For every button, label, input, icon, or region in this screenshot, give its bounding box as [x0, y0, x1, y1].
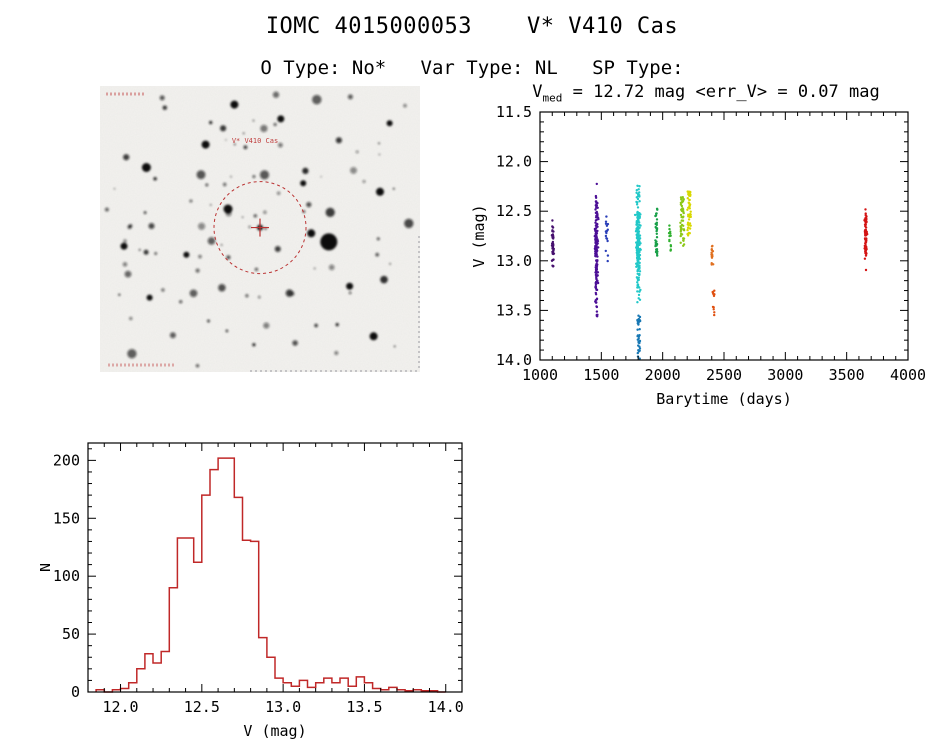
x-tick-label: 13.5 — [346, 698, 382, 716]
scatter-cluster — [604, 215, 610, 263]
page-title: IOMC 4015000053 V* V410 Cas — [265, 14, 679, 39]
y-tick-label: 12.5 — [496, 202, 532, 220]
histogram-plot: 12.0 12.5 13.0 13.5 14.0 0 50 100 150 200 V (mag) N — [36, 442, 464, 740]
y-tick-label: 50 — [62, 625, 80, 643]
star-field — [104, 91, 414, 368]
y-tick-label: 13.5 — [496, 301, 532, 319]
x-axis-label: V (mag) — [243, 722, 306, 740]
scatter-cluster — [550, 219, 556, 268]
y-tick-label: 13.0 — [496, 252, 532, 270]
y-tick-label: 0 — [71, 683, 80, 701]
x-tick-label: 14.0 — [428, 698, 464, 716]
light-curve-panel: Vmed = 12.72 mag <err_V> = 0.07 mag 1000… — [468, 82, 944, 418]
x-tick-label: 3000 — [767, 366, 803, 384]
x-tick-label: 13.0 — [265, 698, 301, 716]
target-crosshair — [251, 218, 269, 237]
y-axis-label: V (mag) — [470, 204, 488, 267]
x-tick-label: 1000 — [522, 366, 558, 384]
axis-ticks — [87, 443, 463, 693]
y-tick-label: 14.0 — [496, 351, 532, 369]
target-circle — [213, 181, 307, 275]
histogram-steps — [95, 457, 446, 693]
scatter-cluster — [593, 182, 600, 318]
vmed-subscript: med — [542, 91, 563, 105]
x-tick-label: 4000 — [890, 366, 926, 384]
x-tick-label: 2000 — [645, 366, 681, 384]
histogram-panel: 12.0 12.5 13.0 13.5 14.0 0 50 100 150 200 V (mag) N — [36, 432, 480, 747]
light-curve-plot: 1000 1500 2000 2500 3000 3500 4000 11.5 12.0 12.5… — [470, 103, 926, 408]
y-tick-label: 200 — [53, 451, 80, 469]
vmed-prefix: V — [532, 82, 543, 102]
scatter-cluster — [633, 184, 642, 304]
vmed-value: = 12.72 mag <err_V> = 0.07 mag — [562, 82, 880, 102]
y-tick-label: 12.0 — [496, 153, 532, 171]
y-tick-label: 11.5 — [496, 104, 532, 121]
page-subtitle: O Type: No* Var Type: NL SP Type: — [260, 57, 684, 79]
scatter-cluster — [654, 207, 659, 257]
finder-target-label: V* V410 Cas — [232, 137, 278, 145]
light-curve-title: Vmed = 12.72 mag <err_V> = 0.07 mag — [468, 82, 944, 104]
scatter-cluster — [636, 314, 642, 360]
scatter-cluster — [711, 289, 716, 317]
x-axis-label: Barytime (days) — [656, 390, 791, 408]
axis-ticks — [539, 111, 909, 361]
scatter-cluster — [686, 190, 692, 237]
y-tick-label: 100 — [53, 567, 80, 585]
axes-frame — [87, 442, 463, 693]
x-tick-label: 12.0 — [102, 698, 138, 716]
scatter-cluster — [710, 244, 715, 266]
scatter-cluster — [667, 224, 673, 252]
scatter-cluster — [863, 208, 869, 272]
x-tick-label: 12.5 — [184, 698, 220, 716]
x-tick-label: 3500 — [829, 366, 865, 384]
scatter-cluster — [679, 196, 686, 247]
y-axis-label: N — [40, 563, 54, 572]
x-tick-label: 1500 — [583, 366, 619, 384]
finder-chart: V* V410 Cas — [100, 86, 420, 372]
scatter-points — [550, 182, 869, 360]
x-tick-label: 2500 — [706, 366, 742, 384]
y-tick-label: 150 — [53, 509, 80, 527]
